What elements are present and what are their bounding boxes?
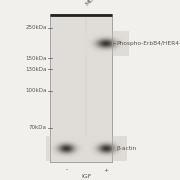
Text: 130kDa: 130kDa — [25, 67, 47, 72]
Text: -: - — [66, 168, 68, 173]
Text: β-actin: β-actin — [116, 146, 136, 151]
Text: +: + — [103, 168, 109, 173]
Text: MCF7: MCF7 — [85, 0, 100, 7]
Text: 70kDa: 70kDa — [29, 125, 47, 130]
Text: 100kDa: 100kDa — [25, 88, 47, 93]
Text: 150kDa: 150kDa — [25, 56, 47, 61]
Bar — [50, 14, 112, 162]
Text: Phospho-ErbB4/HER4-Y1284: Phospho-ErbB4/HER4-Y1284 — [116, 41, 180, 46]
Text: IGF: IGF — [81, 174, 92, 179]
Text: 250kDa: 250kDa — [25, 25, 47, 30]
